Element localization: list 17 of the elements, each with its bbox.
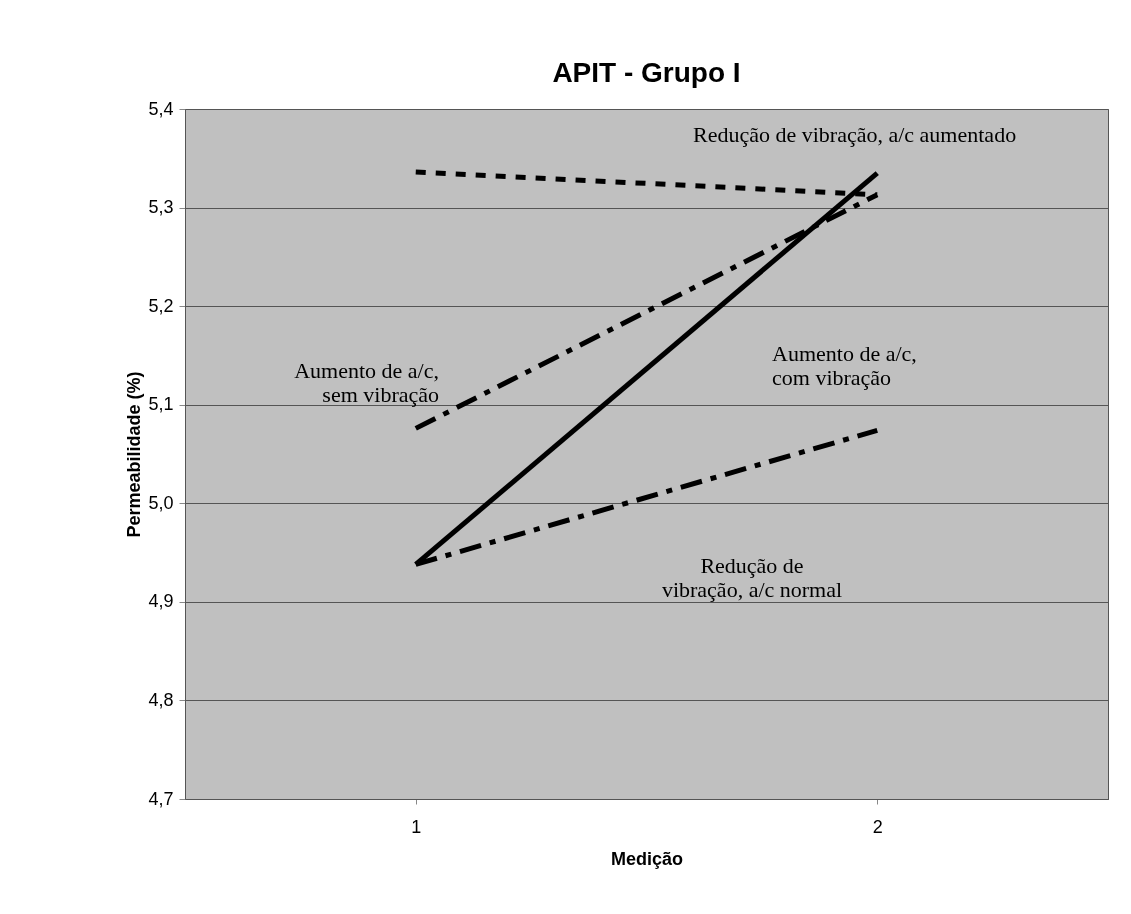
y-axis-title: Permeabilidade (%) [124, 371, 145, 538]
series-label: Redução de vibração, a/c aumentado [693, 122, 1017, 147]
y-tick-label: 5,2 [148, 295, 174, 316]
text: Aumento de a/c, com vibração [772, 341, 917, 390]
x-tick-label: 1 [411, 816, 422, 837]
series-label: Aumento de a/c, sem vibração [294, 358, 439, 407]
y-tick-label: 5,4 [148, 98, 174, 119]
x-tick-label: 2 [872, 816, 883, 837]
y-tick-label: 5,3 [148, 197, 174, 218]
y-tick-label: 4,9 [148, 591, 174, 612]
y-tick-label: 4,8 [148, 689, 174, 710]
chart-title: APIT - Grupo I [552, 57, 741, 88]
y-tick-label: 5,0 [148, 492, 174, 513]
x-axis-title: Medição [610, 848, 684, 869]
y-tick-label: 5,1 [148, 394, 174, 415]
text: Redução de vibração, a/c normal [661, 553, 843, 602]
y-tick-label: 4,7 [148, 788, 174, 809]
